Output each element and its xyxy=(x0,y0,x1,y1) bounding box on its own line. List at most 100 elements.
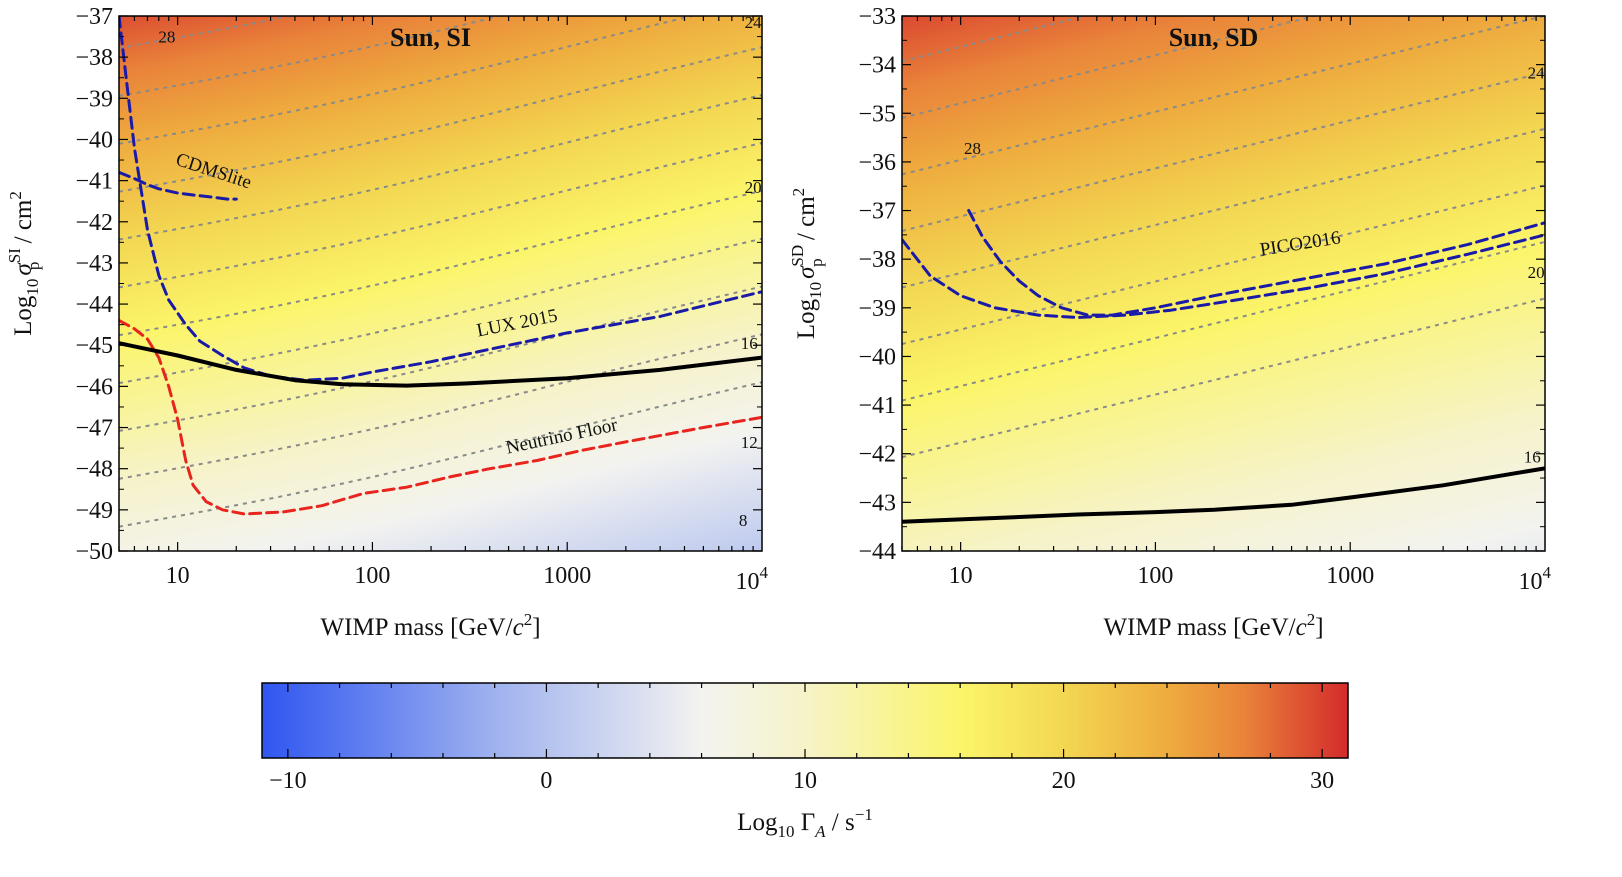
sd-y-axis-title: Log10σSDp / cm2 xyxy=(788,188,826,339)
contour-label: 28 xyxy=(158,28,175,47)
si-contour-lines xyxy=(119,16,762,528)
series-model xyxy=(902,466,1545,524)
contour-line-26 xyxy=(119,16,504,97)
colorbar-ticks: −10 0 10 20 30 xyxy=(269,683,1334,794)
colorbar-tick-label: 10 xyxy=(793,768,817,794)
x-tick-label: 1000 xyxy=(543,563,591,589)
x-tick-label: 10 xyxy=(949,563,973,589)
series-lux-2015 xyxy=(119,16,762,382)
y-tick-label: −40 xyxy=(858,344,896,370)
contour-line-24 xyxy=(902,16,1545,176)
contour-line-18 xyxy=(902,184,1545,345)
colorbar-title: Log10 ΓA / s−1 xyxy=(737,805,873,841)
contour-line-28 xyxy=(902,16,1090,63)
colorbar-gradient xyxy=(261,682,1349,759)
y-tick-label: −50 xyxy=(75,539,113,565)
y-tick-label: −35 xyxy=(858,101,896,127)
contour-label: 8 xyxy=(739,511,748,530)
y-tick-label: −48 xyxy=(75,457,113,483)
sd-contour-labels: 28 24 20 16 xyxy=(964,63,1546,467)
x-tick-label: 10 xyxy=(166,563,190,589)
contour-line-12 xyxy=(119,285,762,432)
contour-line-16 xyxy=(119,189,762,337)
sd-panel-title: Sun, SD xyxy=(1169,23,1259,52)
y-tick-label: −44 xyxy=(858,539,896,565)
y-tick-label: −40 xyxy=(75,127,113,153)
y-tick-label: −34 xyxy=(858,53,896,79)
y-tick-label: −36 xyxy=(858,150,896,176)
contour-line-16 xyxy=(902,240,1545,402)
y-axis-title-text: Log10σSIp / cm2 xyxy=(5,191,43,336)
y-tick-label: −49 xyxy=(75,498,113,524)
colorbar-tick-label: −10 xyxy=(269,768,307,794)
si-panel-title: Sun, SI xyxy=(390,23,471,52)
y-tick-label: −39 xyxy=(858,296,896,322)
series-pico2016-b- xyxy=(967,209,1545,317)
y-tick-label: −38 xyxy=(858,247,896,273)
si-heatmap xyxy=(119,16,762,551)
y-tick-label: −42 xyxy=(75,210,113,236)
y-tick-label: −37 xyxy=(858,199,896,225)
series-neutrino-floor xyxy=(119,319,762,516)
contour-line-8 xyxy=(119,381,762,528)
si-limit-curves xyxy=(119,16,762,516)
contour-label: 16 xyxy=(1524,448,1541,467)
contour-label: 20 xyxy=(1528,263,1545,282)
contour-line-10 xyxy=(119,333,762,480)
contour-line-28 xyxy=(119,16,296,50)
colorbar-title-text: Log10 ΓA / s−1 xyxy=(737,805,873,841)
x-tick-label: 1000 xyxy=(1326,563,1374,589)
x-tick-label: 100 xyxy=(1137,563,1173,589)
si-contour-labels: 28 24 20 16 12 8 xyxy=(158,13,763,530)
x-tick-label: 100 xyxy=(354,563,390,589)
si-panel: Sun, SI 10 100 1000 104 −37 −38 −39 −40 −41 −42 −4… xyxy=(5,4,769,641)
y-tick-label: −43 xyxy=(858,490,896,516)
contour-line-24 xyxy=(119,16,697,145)
y-tick-label: −46 xyxy=(75,374,113,400)
y-tick-label: −37 xyxy=(75,4,113,30)
colorbar: −10 0 10 20 30 Log10 ΓA / s−1 xyxy=(261,682,1349,841)
sd-heatmap xyxy=(902,16,1545,551)
y-tick-label: −39 xyxy=(75,86,113,112)
contour-line-18 xyxy=(119,142,762,289)
si-axis-ticks: 10 100 1000 104 −37 −38 −39 −40 −41 −42 −43 −44 −45 −… xyxy=(75,4,768,595)
contour-line-26 xyxy=(902,16,1319,119)
y-tick-label: −42 xyxy=(858,442,896,468)
y-tick-label: −43 xyxy=(75,251,113,277)
colorbar-tick-label: 0 xyxy=(540,768,552,794)
contour-line-14 xyxy=(902,297,1545,459)
contour-label: 24 xyxy=(1528,63,1546,82)
sd-contour-lines xyxy=(902,16,1545,459)
colorbar-tick-label: 20 xyxy=(1052,768,1076,794)
contour-label: 20 xyxy=(745,178,762,197)
contour-line-22 xyxy=(119,46,762,193)
y-axis-title-text: Log10σSDp / cm2 xyxy=(788,188,826,339)
sd-x-axis-title: WIMP mass [GeV/c2] xyxy=(1103,610,1323,641)
sd-limit-curves xyxy=(902,209,1545,524)
x-tick-label: 104 xyxy=(1519,563,1552,595)
series-model xyxy=(119,341,762,388)
heatmap-image xyxy=(119,16,762,551)
contour-label: 16 xyxy=(741,334,758,353)
y-tick-label: −38 xyxy=(75,45,113,71)
heatmap-image xyxy=(902,16,1545,551)
y-tick-label: −44 xyxy=(75,292,113,318)
sd-axis-ticks: 10 100 1000 104 −33 −34 −35 −36 −37 −38 −39 −40 −41 −… xyxy=(858,4,1551,595)
y-tick-label: −45 xyxy=(75,333,113,359)
x-tick-label: 104 xyxy=(736,563,769,595)
series-pico2016-a- xyxy=(902,233,1545,319)
y-tick-label: −41 xyxy=(858,393,896,419)
colorbar-tick-label: 30 xyxy=(1310,768,1334,794)
contour-line-14 xyxy=(119,237,762,385)
series-cdmslite xyxy=(119,170,238,201)
si-y-axis-title: Log10σSIp / cm2 xyxy=(5,191,43,336)
contour-line-20 xyxy=(902,127,1545,289)
contour-label: 24 xyxy=(745,13,763,32)
sd-panel: Sun, SD 10 100 1000 104 −33 −34 −35 −36 −37 −38 −3… xyxy=(788,4,1552,641)
y-tick-label: −33 xyxy=(858,4,896,30)
contour-label: 12 xyxy=(741,433,758,452)
contour-line-20 xyxy=(119,94,762,241)
y-tick-label: −47 xyxy=(75,416,113,442)
y-tick-label: −41 xyxy=(75,169,113,195)
